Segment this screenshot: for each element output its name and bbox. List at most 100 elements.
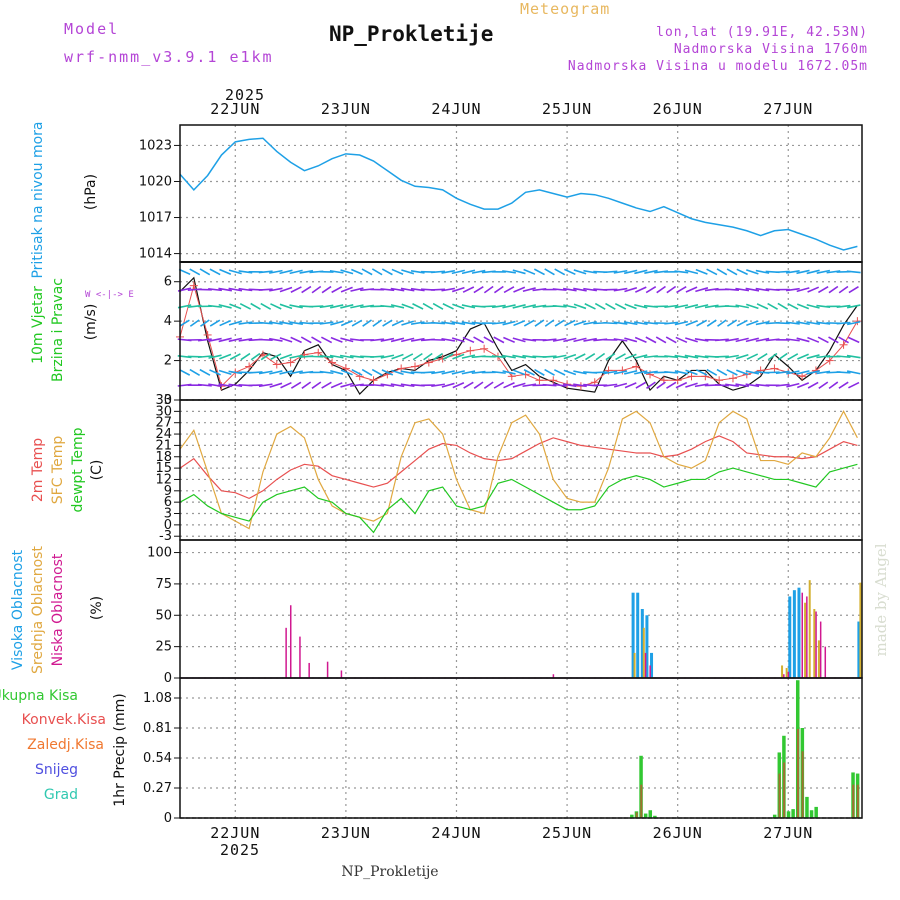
wind-arrow — [218, 287, 233, 292]
temp-tick-label: 0 — [164, 518, 172, 533]
wind-arrow — [675, 336, 688, 344]
wind-arrow — [380, 383, 395, 388]
wind-arrow — [319, 354, 334, 359]
wind-arrow — [664, 355, 679, 359]
wind-arrow — [391, 353, 404, 360]
wind-arrow — [441, 269, 456, 274]
temp-tick-label: 15 — [155, 461, 172, 476]
wind-arrow — [380, 288, 395, 292]
wind-arrow — [685, 320, 698, 327]
wind-arrow — [523, 268, 536, 275]
cloud-bar — [642, 627, 645, 678]
wind-arrow — [290, 286, 302, 293]
wind-arrow — [704, 304, 719, 309]
temp-tick-label: 3 — [164, 507, 172, 522]
wind-arrow — [441, 382, 455, 388]
wind-arrow — [544, 319, 555, 327]
wind-arrow — [362, 319, 372, 327]
wind-arrow — [745, 337, 759, 343]
wind-arrow — [208, 288, 222, 292]
wind-arrow — [714, 355, 729, 358]
wind-arrow — [846, 270, 861, 274]
wind-arrow — [451, 337, 465, 343]
wind-arrow — [361, 268, 373, 276]
legend-hail: Grad — [44, 787, 78, 803]
wind-arrow — [289, 370, 303, 375]
day-label-bottom: 27JUN — [763, 824, 813, 842]
wind-arrow — [279, 337, 293, 343]
wind-arrow — [269, 269, 283, 274]
wind-arrow — [838, 336, 849, 344]
precip-bar — [640, 784, 643, 818]
wind-arrow — [441, 337, 456, 342]
wind-arrow — [452, 303, 465, 310]
cloud-bar — [781, 665, 784, 678]
wind-arrow — [290, 336, 302, 344]
wind-arrow — [197, 338, 212, 342]
wind-arrow — [666, 285, 677, 294]
wind-arrow — [665, 336, 677, 344]
wind-arrow — [562, 287, 577, 292]
wind-arrow — [502, 270, 516, 274]
cloud-bar — [285, 627, 287, 678]
wind-arrow — [787, 302, 799, 310]
precip-tick-label: 1.08 — [143, 691, 172, 706]
wind-arrow — [197, 355, 212, 359]
wind-arrow — [725, 337, 739, 342]
t2m-line — [179, 435, 858, 500]
temp-tick-label: 33 — [155, 393, 172, 408]
day-label-top: 23JUN — [321, 100, 371, 118]
wind-arrow — [208, 354, 222, 359]
wind-arrow — [200, 319, 210, 327]
wind-arrow — [573, 337, 587, 343]
wind-arrow — [502, 354, 516, 359]
wind-arrow — [512, 337, 526, 343]
wind-arrow — [493, 285, 504, 294]
wind-arrow — [573, 303, 587, 310]
wind-arrow — [533, 268, 545, 276]
wind-arrow — [583, 321, 597, 326]
wind-arrow — [725, 288, 740, 291]
pressure-unit: (hPa) — [83, 174, 99, 210]
wind-arrow — [311, 285, 322, 294]
wind-arrow — [279, 370, 293, 375]
wind-arrow — [767, 352, 778, 361]
wind-arrow — [250, 302, 261, 310]
wind-arrow — [381, 369, 394, 376]
wind-arrow — [717, 319, 727, 327]
cloud-frame — [179, 539, 863, 679]
wind-arrow — [268, 321, 283, 325]
wind-arrow — [838, 381, 849, 389]
wind-arrow — [796, 303, 810, 310]
precip-tick-label: 0.54 — [143, 751, 172, 766]
wind-arrow — [269, 382, 283, 388]
wind-arrow — [208, 304, 222, 308]
meteogram-label: Meteogram — [520, 0, 611, 18]
wind-arrow — [615, 353, 626, 361]
wind-arrow — [633, 321, 648, 326]
wind-arrow — [644, 370, 658, 375]
wind-arrow — [675, 381, 688, 389]
wind-arrow — [301, 381, 312, 389]
cloud-title-2: Srednja Oblacnost — [30, 546, 46, 674]
wind-arrow — [350, 287, 364, 292]
wind-arrow — [390, 383, 405, 388]
watermark: made by Angel — [872, 543, 890, 656]
wind-arrow — [258, 383, 273, 388]
temp-title-2: SFC Temp — [50, 436, 66, 505]
wind-arrow — [726, 369, 738, 376]
wind-tick-label: 0 — [164, 393, 172, 408]
wind-arrow — [735, 353, 749, 360]
wind-arrow — [736, 268, 748, 276]
wind-arrow — [218, 304, 232, 309]
wind-arrow — [573, 269, 587, 275]
wind-arrow — [785, 338, 800, 342]
wind-arrow — [258, 270, 273, 274]
wind-arrow — [726, 268, 738, 276]
wind-frame — [179, 261, 863, 401]
wind-arrow — [219, 268, 232, 275]
wind-arrow — [473, 336, 485, 344]
wind-arrow — [846, 354, 861, 359]
wind-arrow — [775, 322, 790, 325]
wind-arrow — [340, 369, 353, 376]
